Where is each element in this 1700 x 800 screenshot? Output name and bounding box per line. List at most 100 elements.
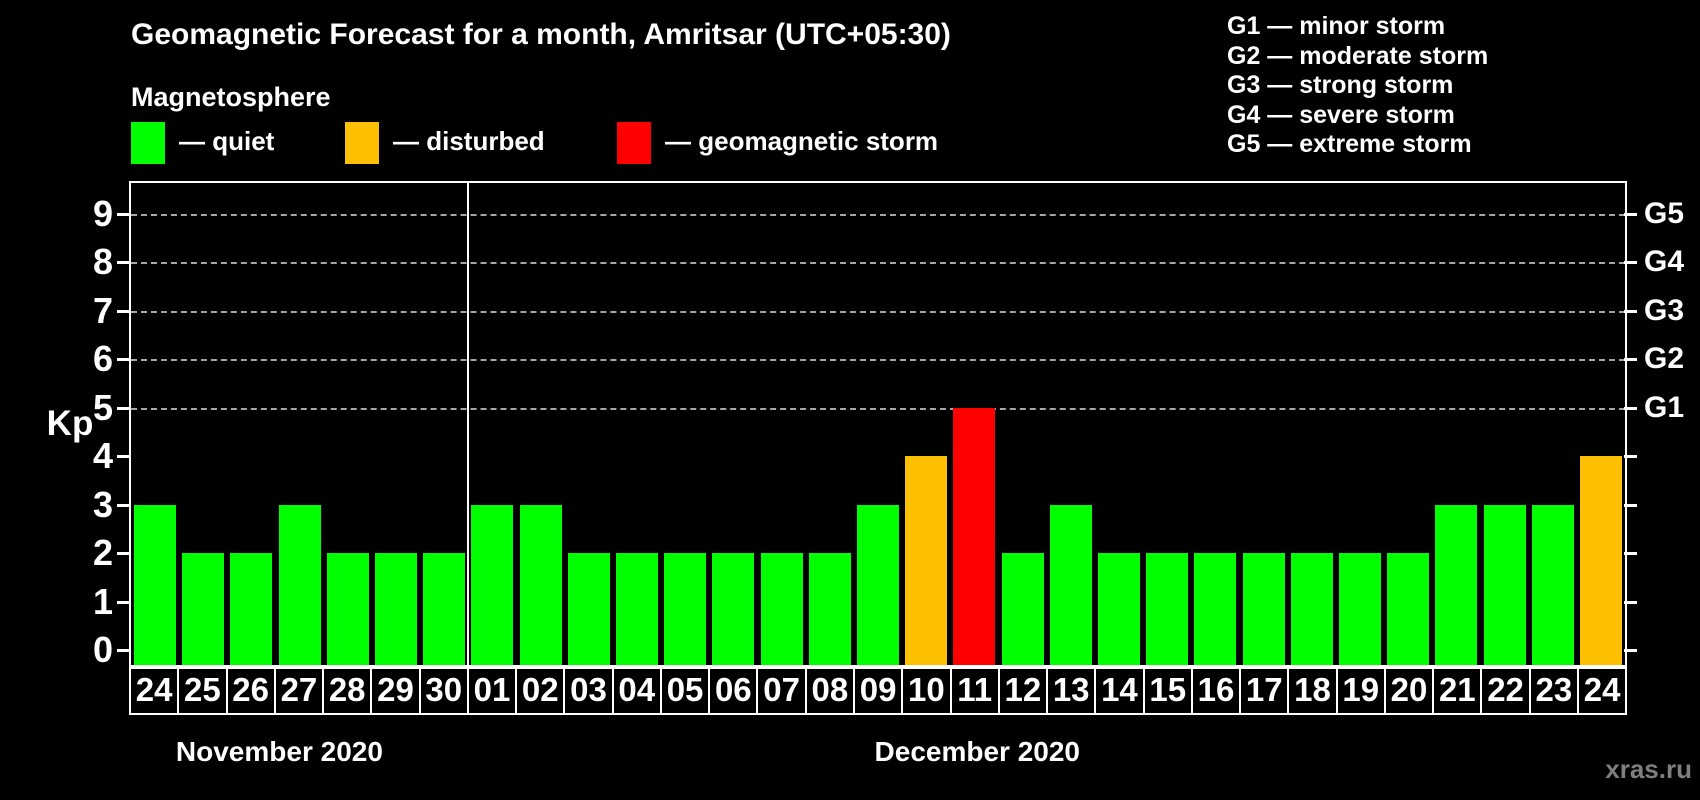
y-tick-right-7 [1624, 309, 1637, 313]
y-axis-label-4: 4 [92, 435, 113, 476]
g-legend-line-3: G3 — strong storm [1227, 71, 1454, 99]
y-tick-right-2 [1624, 552, 1637, 555]
date-cell-26: 26 [225, 669, 274, 713]
y-tick-left-4 [117, 455, 130, 458]
y-tick-right-9 [1624, 212, 1637, 216]
y-tick-left-6 [117, 358, 130, 361]
date-cell-06: 06 [708, 669, 756, 713]
y-axis-label-1: 1 [92, 580, 113, 622]
y-tick-left-3 [117, 503, 130, 507]
kp-bar-december-18 [1290, 553, 1333, 665]
y-axis-label-0: 0 [92, 629, 113, 670]
legend-label-disturbed: — disturbed [393, 126, 545, 156]
y-tick-right-8 [1624, 261, 1637, 264]
right-axis-label-G2: G2 [1644, 342, 1685, 375]
y-axis-label-5: 5 [92, 386, 113, 428]
kp-bar-december-22 [1483, 504, 1526, 665]
date-cell-12: 12 [997, 669, 1046, 713]
date-cell-11: 11 [949, 669, 998, 713]
kp-bar-december-02 [519, 504, 562, 665]
right-axis-label-G5: G5 [1644, 196, 1685, 230]
date-cell-19: 19 [1335, 669, 1384, 713]
y-tick-right-1 [1624, 600, 1637, 604]
kp-bar-december-06 [712, 553, 755, 665]
kp-bar-december-16 [1194, 553, 1237, 665]
kp-bar-december-21 [1435, 504, 1478, 665]
kp-bar-december-09 [857, 504, 899, 665]
date-cell-25: 25 [177, 669, 225, 713]
date-cell-03: 03 [563, 669, 611, 713]
date-cell-14: 14 [1094, 669, 1142, 713]
date-cell-09: 09 [852, 669, 901, 713]
y-tick-left-7 [117, 309, 130, 313]
kp-bar-december-13 [1049, 504, 1092, 665]
kp-bar-december-05 [664, 553, 707, 665]
kp-bar-december-01 [471, 504, 514, 665]
month-divider-line [467, 183, 470, 665]
g-legend-line-5: G5 — extreme storm [1227, 130, 1472, 158]
kp-bar-december-24 [1579, 456, 1622, 665]
kp-bar-november-25 [182, 553, 225, 665]
date-cell-15: 15 [1142, 669, 1191, 713]
kp-bar-december-19 [1338, 553, 1381, 665]
kp-bar-december-12 [1001, 553, 1044, 665]
chart-plot-area [129, 181, 1627, 667]
kp-bar-november-30 [423, 553, 466, 665]
date-cell-02: 02 [515, 669, 563, 713]
gridline-kp6 [131, 359, 1625, 361]
date-cell-07: 07 [756, 669, 804, 713]
g-legend-line-4: G4 — severe storm [1227, 100, 1455, 129]
month-label-1: November 2020 [175, 736, 383, 767]
kp-bar-december-14 [1097, 553, 1140, 665]
kp-bar-december-10 [905, 456, 948, 665]
month-label-2: December 2020 [874, 736, 1081, 767]
page-title: Geomagnetic Forecast for a month, Amrits… [131, 18, 951, 51]
date-cell-29: 29 [370, 669, 418, 713]
y-tick-left-9 [117, 212, 130, 216]
right-axis-label-G1: G1 [1644, 390, 1685, 424]
watermark: xras.ru [1605, 754, 1692, 784]
kp-bar-december-07 [760, 553, 803, 665]
date-cell-10: 10 [901, 669, 949, 713]
y-axis-label-6: 6 [92, 338, 113, 379]
y-axis-title: Kp [46, 404, 94, 443]
gridline-kp8 [131, 262, 1625, 264]
y-axis-label-8: 8 [92, 241, 113, 282]
y-tick-left-0 [117, 649, 130, 652]
y-tick-right-5 [1624, 406, 1637, 410]
kp-bar-november-29 [375, 553, 418, 665]
storm-color-swatch [617, 122, 651, 164]
kp-bar-december-08 [808, 553, 851, 665]
y-axis-label-9: 9 [92, 192, 113, 234]
y-tick-left-5 [117, 406, 130, 410]
kp-bar-november-27 [278, 504, 321, 665]
date-cell-01: 01 [466, 669, 515, 713]
y-tick-left-2 [117, 552, 130, 555]
kp-bar-december-23 [1531, 504, 1574, 665]
kp-bar-november-28 [326, 553, 369, 665]
magnetosphere-label: Magnetosphere [131, 82, 331, 112]
gridline-kp5 [131, 407, 1625, 410]
disturbed-color-swatch [345, 122, 379, 164]
date-cell-22: 22 [1480, 669, 1528, 713]
gridline-kp9 [131, 213, 1625, 216]
y-axis-label-2: 2 [92, 532, 113, 573]
kp-bar-december-11 [953, 407, 996, 665]
y-tick-left-8 [117, 261, 130, 264]
legend-label-quiet: — quiet [179, 126, 275, 156]
date-cell-28: 28 [322, 669, 370, 713]
kp-bar-december-15 [1146, 553, 1189, 665]
x-axis-date-strip: 24 25 26 27 28 29 30 01 02 03 04 05 06 07 08 09 10 11 12 13… [129, 667, 1627, 715]
date-cell-04: 04 [611, 669, 660, 713]
y-axis-label-3: 3 [92, 483, 113, 525]
date-cell-24: 24 [135, 671, 173, 708]
kp-bar-december-04 [616, 553, 659, 665]
g-legend-line-2: G2 — moderate storm [1227, 41, 1489, 70]
date-cell-13: 13 [1046, 669, 1094, 713]
kp-bar-december-17 [1242, 553, 1285, 665]
y-tick-right-6 [1624, 358, 1637, 361]
kp-bar-december-03 [567, 553, 610, 665]
date-cell-08: 08 [804, 669, 853, 713]
y-tick-right-0 [1624, 649, 1637, 652]
